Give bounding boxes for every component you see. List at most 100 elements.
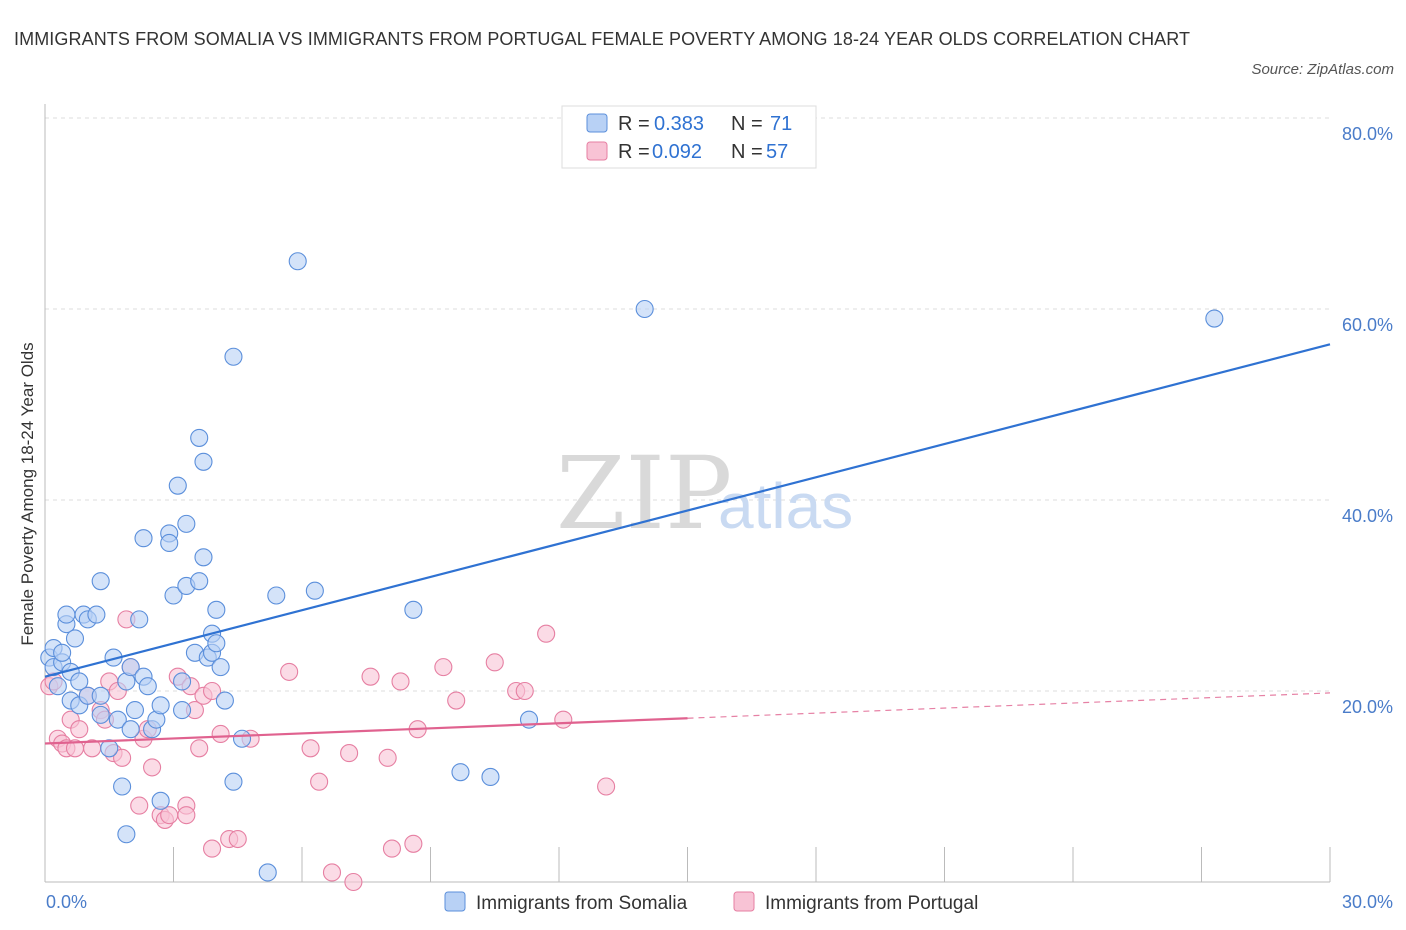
somalia-point [91, 572, 110, 591]
somalia-point [190, 428, 209, 447]
axes [44, 104, 1331, 883]
somalia-point [404, 600, 423, 619]
portugal-point [280, 662, 299, 681]
portugal-point [597, 777, 616, 796]
portugal-point [447, 691, 466, 710]
portugal-point [190, 739, 209, 758]
somalia-point [288, 252, 307, 271]
somalia-point [130, 610, 149, 629]
y-tick-label: 20.0% [1342, 697, 1393, 717]
portugal-point [203, 681, 222, 701]
somalia-point [87, 605, 106, 624]
stats-n-label-portugal: N = [731, 141, 763, 163]
somalia-point [207, 600, 226, 619]
somalia-point [481, 767, 500, 787]
trend-lines [44, 343, 1331, 745]
stats-n-label-somalia: N = [731, 113, 763, 135]
stats-box: R = 0.383 N = 71 R = 0.092 N = 57 [561, 105, 817, 169]
somalia-point [151, 696, 170, 715]
somalia-point [108, 710, 127, 729]
legend: Immigrants from Somalia Immigrants from … [444, 891, 978, 914]
watermark-zip: ZIP [556, 435, 732, 552]
somalia-point [451, 763, 470, 782]
somalia-point [70, 672, 89, 691]
legend-label-somalia: Immigrants from Somalia [476, 893, 688, 914]
portugal-point [404, 834, 423, 853]
chart-title: IMMIGRANTS FROM SOMALIA VS IMMIGRANTS FR… [14, 29, 1191, 49]
stats-r-label-portugal: R = [618, 141, 650, 163]
somalia-point [100, 739, 119, 758]
portugal-point [382, 839, 402, 858]
watermark: ZIP atlas [556, 435, 853, 552]
somalia-point [215, 691, 234, 710]
legend-label-portugal: Immigrants from Portugal [765, 893, 978, 914]
portugal-point [211, 724, 230, 744]
somalia-point [224, 772, 243, 791]
gridlines [45, 117, 1330, 692]
somalia-point [635, 299, 654, 319]
somalia-point [232, 729, 252, 748]
portugal-point [143, 758, 162, 777]
watermark-atlas: atlas [718, 470, 853, 542]
y-tick-label: 60.0% [1342, 315, 1393, 335]
stats-r-value-portugal: 0.092 [652, 141, 702, 163]
somalia-point [65, 629, 85, 648]
portugal-point [537, 624, 556, 643]
x-tick-label: 30.0% [1342, 892, 1393, 912]
legend-swatch-portugal [733, 891, 755, 912]
somalia-point [1205, 309, 1224, 328]
portugal-point [177, 806, 196, 825]
portugal-trend-line [44, 717, 688, 745]
portugal-point [203, 839, 222, 858]
portugal-point [434, 658, 453, 677]
x-tick-label: 0.0% [46, 892, 87, 912]
somalia-point [190, 572, 209, 591]
portugal-point [554, 710, 573, 729]
portugal-points [40, 610, 616, 892]
portugal-point [378, 748, 397, 767]
somalia-point [91, 686, 110, 705]
somalia-point [113, 777, 132, 796]
somalia-point [207, 634, 226, 653]
somalia-point [121, 720, 140, 739]
y-tick-labels: 20.0% 40.0% 60.0% 80.0% [1342, 124, 1393, 717]
portugal-point [391, 672, 410, 691]
somalia-point [160, 533, 179, 553]
somalia-point [134, 529, 153, 548]
somalia-point [57, 605, 76, 624]
somalia-point [267, 586, 286, 605]
somalia-point [125, 701, 144, 720]
somalia-points [40, 252, 1224, 882]
somalia-point [258, 863, 277, 882]
stats-swatch-portugal [586, 141, 608, 161]
somalia-point [211, 658, 230, 677]
portugal-point [361, 667, 380, 686]
somalia-trend-line [44, 343, 1331, 678]
portugal-point [485, 653, 504, 672]
somalia-point [121, 658, 140, 677]
somalia-point [173, 672, 192, 691]
somalia-point [164, 586, 183, 605]
stats-r-value-somalia: 0.383 [654, 113, 704, 135]
somalia-point [151, 791, 170, 810]
stats-n-value-somalia: 71 [770, 113, 792, 135]
somalia-point [224, 347, 243, 366]
somalia-point [177, 514, 196, 533]
portugal-point [130, 796, 149, 815]
y-tick-label: 80.0% [1342, 124, 1393, 144]
somalia-point [194, 452, 213, 471]
portugal-point [301, 739, 320, 758]
portugal-point [113, 748, 132, 767]
y-axis-title: Female Poverty Among 18-24 Year Olds [18, 342, 37, 645]
portugal-point [310, 772, 329, 791]
source-label: Source: ZipAtlas.com [1251, 61, 1394, 78]
portugal-point [340, 744, 359, 763]
stats-n-value-portugal: 57 [766, 141, 788, 163]
portugal-point [322, 863, 342, 882]
somalia-point [53, 643, 72, 662]
somalia-point [48, 677, 67, 696]
legend-swatch-somalia [444, 891, 466, 912]
somalia-point [305, 581, 324, 600]
portugal-trend-extension [687, 692, 1331, 719]
